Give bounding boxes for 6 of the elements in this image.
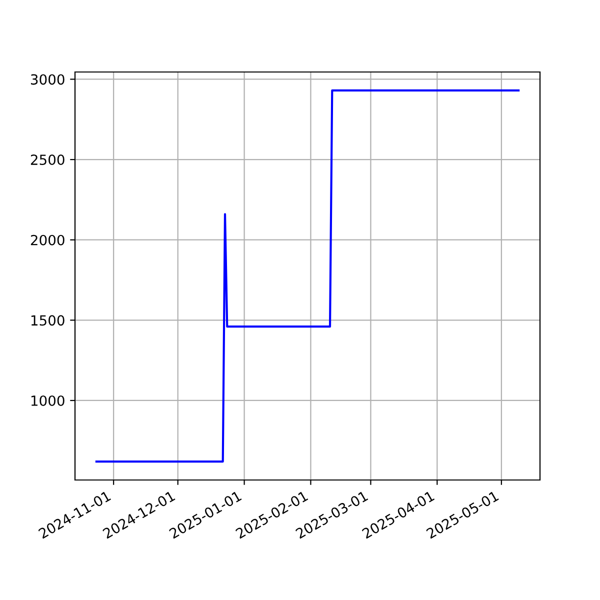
y-tick-label: 3000: [30, 74, 64, 85]
y-tick-label: 1500: [31, 315, 64, 326]
y-tick-label: 2500: [30, 154, 64, 166]
y-tick-label: 2000: [30, 234, 64, 246]
line-series: [95, 89, 520, 463]
y-tick-label: 1000: [31, 395, 64, 406]
